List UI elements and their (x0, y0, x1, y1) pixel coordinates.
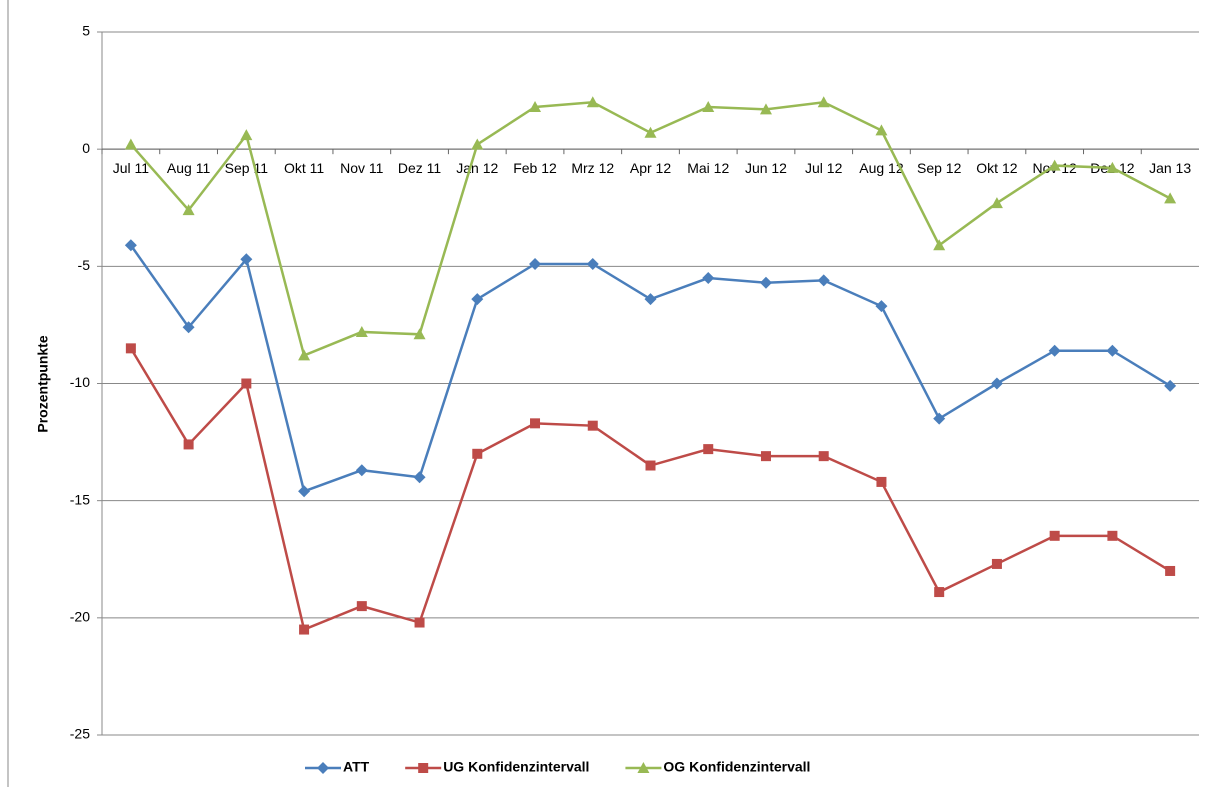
marker (702, 272, 715, 285)
marker (529, 257, 542, 270)
marker (240, 253, 253, 266)
marker (586, 257, 599, 270)
marker (472, 448, 483, 459)
y-tick-label: 5 (82, 23, 90, 39)
marker (125, 343, 136, 354)
marker (298, 349, 311, 361)
marker (413, 328, 426, 340)
marker (1164, 192, 1177, 204)
x-tick-label: Jun 12 (745, 160, 787, 176)
marker (1165, 565, 1176, 576)
marker (1049, 530, 1060, 541)
marker (1048, 159, 1061, 171)
y-axis-label: Prozentpunkte (35, 335, 51, 432)
marker (413, 471, 426, 484)
x-tick-label: Sep 11 (225, 160, 269, 176)
marker (637, 762, 650, 773)
marker (760, 451, 771, 462)
y-tick-label: -20 (70, 609, 90, 625)
y-tick-label: -25 (70, 726, 90, 742)
marker (317, 762, 329, 774)
marker (933, 412, 946, 425)
marker (587, 420, 598, 431)
x-tick-label: Feb 12 (513, 160, 557, 176)
marker (990, 197, 1003, 209)
marker (182, 204, 195, 216)
x-tick-label: Jul 11 (113, 160, 150, 176)
marker (1107, 530, 1118, 541)
marker (875, 300, 888, 313)
marker (759, 103, 772, 115)
y-tick-label: -5 (78, 257, 91, 273)
marker (1048, 344, 1061, 357)
marker (703, 444, 714, 455)
marker (355, 464, 368, 477)
legend-label: ATT (343, 759, 370, 775)
marker (644, 293, 657, 306)
x-tick-label: Sep 12 (917, 160, 962, 176)
marker (240, 129, 253, 141)
marker (298, 485, 311, 498)
marker (124, 239, 137, 252)
x-tick-label: Jan 12 (456, 160, 498, 176)
marker (182, 321, 195, 334)
marker (1106, 344, 1119, 357)
marker (645, 460, 656, 471)
x-tick-label: Jul 12 (805, 160, 843, 176)
x-tick-label: Apr 12 (630, 160, 671, 176)
marker (990, 377, 1003, 390)
marker (818, 451, 829, 462)
x-tick-label: Aug 11 (167, 160, 211, 176)
marker (644, 126, 657, 138)
marker (875, 124, 888, 136)
marker (471, 293, 484, 306)
legend-label: UG Konfidenzintervall (443, 759, 589, 775)
marker (817, 274, 830, 287)
marker (471, 138, 484, 150)
marker (355, 325, 368, 337)
marker (183, 439, 194, 450)
legend-label: OG Konfidenzintervall (663, 759, 810, 775)
marker (124, 138, 137, 150)
marker (702, 100, 715, 112)
marker (529, 100, 542, 112)
marker (530, 418, 541, 429)
marker (241, 378, 252, 389)
marker (991, 558, 1002, 569)
marker (817, 96, 830, 108)
x-tick-label: Mai 12 (687, 160, 729, 176)
marker (414, 617, 425, 628)
marker (586, 96, 599, 108)
y-tick-label: -10 (70, 374, 90, 390)
x-tick-label: Aug 12 (859, 160, 904, 176)
marker (933, 239, 946, 251)
marker (356, 601, 367, 612)
x-tick-label: Mrz 12 (571, 160, 614, 176)
marker (1106, 161, 1119, 173)
x-tick-label: Okt 11 (284, 160, 324, 176)
marker (1164, 379, 1177, 392)
marker (934, 587, 945, 598)
y-tick-label: 0 (82, 140, 90, 156)
x-tick-label: Jan 13 (1149, 160, 1191, 176)
marker (299, 624, 310, 635)
marker (876, 476, 887, 487)
marker (418, 763, 429, 773)
y-tick-label: -15 (70, 491, 90, 507)
x-tick-label: Nov 11 (340, 160, 384, 176)
x-tick-label: Okt 12 (976, 160, 1017, 176)
marker (759, 276, 772, 289)
x-tick-label: Dez 11 (398, 160, 442, 176)
